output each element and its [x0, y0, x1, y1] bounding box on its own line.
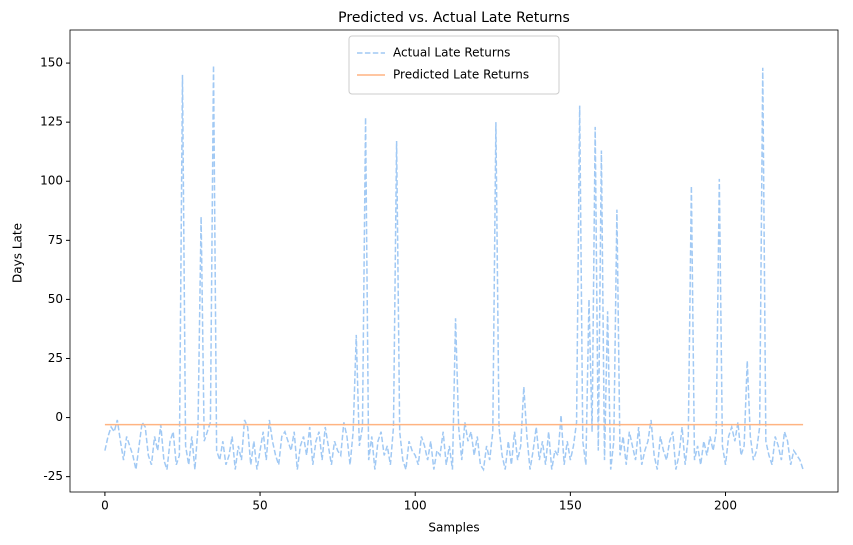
legend-box [348, 35, 560, 95]
y-axis-label: Days Late [11, 223, 25, 283]
x-tick-label: 50 [252, 499, 267, 513]
y-tick-label: 50 [48, 292, 63, 306]
legend-label: Predicted Late Returns [393, 68, 529, 82]
x-tick-label: 100 [404, 499, 427, 513]
y-tick-label: 25 [48, 351, 63, 365]
legend-label: Actual Late Returns [393, 46, 510, 60]
x-tick-label: 0 [101, 499, 109, 513]
y-tick-label: 0 [55, 410, 63, 424]
chart-title: Predicted vs. Actual Late Returns [338, 10, 570, 26]
series-line [104, 65, 804, 472]
y-tick-label: 125 [40, 115, 63, 129]
y-tick-label: 150 [40, 56, 63, 70]
plot-frame [69, 29, 839, 493]
y-tick-label: 75 [48, 233, 63, 247]
x-tick-label: 200 [714, 499, 737, 513]
y-tick-label: 100 [40, 174, 63, 188]
x-tick-label: 150 [559, 499, 582, 513]
x-axis-label: Samples [428, 521, 479, 535]
y-tick-label: -25 [43, 469, 63, 483]
